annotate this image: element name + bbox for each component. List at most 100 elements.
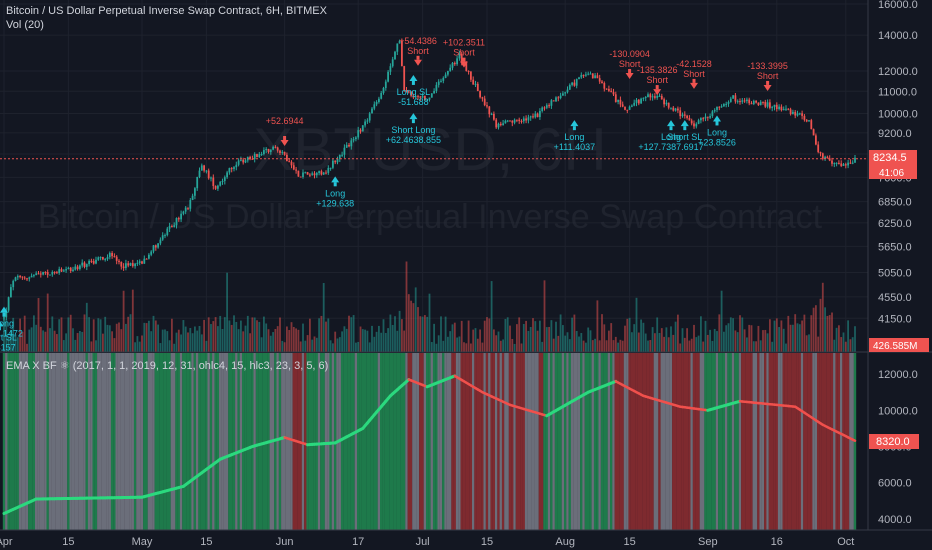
time-tick-4: Jun xyxy=(276,536,294,548)
candle-body xyxy=(598,78,601,82)
indicator-band xyxy=(124,353,128,530)
indicator-band xyxy=(430,353,433,530)
volume-bar xyxy=(297,329,300,352)
volume-bar xyxy=(437,335,440,352)
long-signal-4[interactable]: Long+51.1472 xyxy=(0,306,23,339)
volume-bar xyxy=(849,339,852,352)
indicator-band xyxy=(69,353,72,530)
volume-bar xyxy=(805,335,808,352)
indicator-band xyxy=(662,353,666,530)
candle-body xyxy=(334,160,337,163)
indicator-band xyxy=(462,353,466,530)
indicator-band xyxy=(501,353,505,530)
indicator-band xyxy=(600,353,604,530)
long-signal-5[interactable]: Long SL-51.688 xyxy=(397,74,431,107)
indicator-band xyxy=(78,353,82,530)
candle-body xyxy=(476,83,479,92)
candle-body xyxy=(614,94,617,102)
volume-bar xyxy=(226,272,228,352)
volume-bar xyxy=(414,287,417,352)
candle-body xyxy=(371,108,373,114)
indicator-band xyxy=(564,353,567,530)
signal-label: Long SL xyxy=(397,87,431,97)
candle-body xyxy=(249,156,251,159)
indicator-band xyxy=(840,353,843,530)
volume-bar xyxy=(205,340,208,352)
indicator-band xyxy=(614,353,617,530)
long-signal-7[interactable]: Short SL xyxy=(667,120,702,142)
long-signal-2[interactable]: Long+127.7387.6917 xyxy=(638,120,704,152)
indicator-band xyxy=(39,353,42,530)
long-signal-0[interactable]: Long+129.638 xyxy=(316,176,354,208)
volume-bar xyxy=(447,336,449,352)
volume-bar xyxy=(260,337,263,352)
indicator-band xyxy=(591,353,594,530)
volume-bar xyxy=(389,314,392,352)
volume-bar xyxy=(189,327,192,352)
candle-body xyxy=(709,116,711,118)
candle-body xyxy=(327,168,330,173)
volume-bar xyxy=(274,328,277,352)
indicator-band xyxy=(409,353,413,530)
volume-bar xyxy=(778,327,780,352)
indicator-label: EMA X BF ⚛ (2017, 1, 1, 2019, 12, 31, oh… xyxy=(6,360,328,372)
volume-bar xyxy=(750,325,753,352)
signal-label: Short xyxy=(407,46,429,56)
candle-body xyxy=(318,171,320,173)
candle-body xyxy=(670,107,672,109)
volume-bar xyxy=(304,340,307,352)
candle-body xyxy=(414,96,417,98)
indicator-band xyxy=(380,353,383,530)
indicator-band xyxy=(699,353,703,530)
indicator-band xyxy=(426,353,429,530)
long-signal-6[interactable]: Short Long+62.4638.855 xyxy=(386,113,441,145)
long-signal-3[interactable]: Long+23.8526 xyxy=(698,115,736,147)
candle-body xyxy=(419,96,422,98)
indicator-band xyxy=(87,353,91,530)
volume-bar xyxy=(67,317,70,352)
candle-body xyxy=(693,123,695,127)
signal-label: Long xyxy=(564,132,584,142)
candle-body xyxy=(401,40,403,67)
indicator-band xyxy=(239,353,243,530)
long-signal-8[interactable]: Short SL84.3157 xyxy=(0,320,17,352)
indicator-band xyxy=(389,353,392,530)
candle-body xyxy=(458,53,461,59)
volume-bar xyxy=(325,321,327,352)
volume-bar xyxy=(490,281,493,352)
candle-body xyxy=(35,273,38,276)
candle-body xyxy=(451,62,454,68)
candle-body xyxy=(444,74,447,78)
time-axis[interactable]: Apr 15 May 15 Jun 17 Jul 15 Aug 15 Sep 16 Oct xyxy=(0,536,854,548)
volume-bar xyxy=(219,315,222,352)
candle-body xyxy=(442,77,445,81)
candle-body xyxy=(398,40,401,44)
candle-body xyxy=(716,106,718,110)
long-signal-1[interactable]: Long+111.4037 xyxy=(554,120,595,152)
volume-bar xyxy=(739,315,741,352)
volume-bar xyxy=(320,315,323,352)
candle-body xyxy=(10,287,12,298)
short-signal-15[interactable]: +52.6944 xyxy=(266,116,304,146)
indicator-band xyxy=(518,353,521,530)
signal-value: +51.1472 xyxy=(0,329,23,339)
volume-bar xyxy=(177,329,180,352)
volume-bar xyxy=(844,341,847,352)
candle-body xyxy=(743,100,746,102)
price-axis[interactable]: 16000.0 14000.0 12000.0 11000.0 10000.0 9200.… xyxy=(878,0,918,325)
indicator-band xyxy=(623,353,627,530)
candle-body xyxy=(235,164,238,168)
indicator-band xyxy=(175,353,178,530)
candle-body xyxy=(798,113,801,115)
indicator-band xyxy=(812,353,815,530)
indicator-band xyxy=(775,353,778,530)
candle-body xyxy=(364,121,366,126)
indicator-band xyxy=(288,353,291,530)
